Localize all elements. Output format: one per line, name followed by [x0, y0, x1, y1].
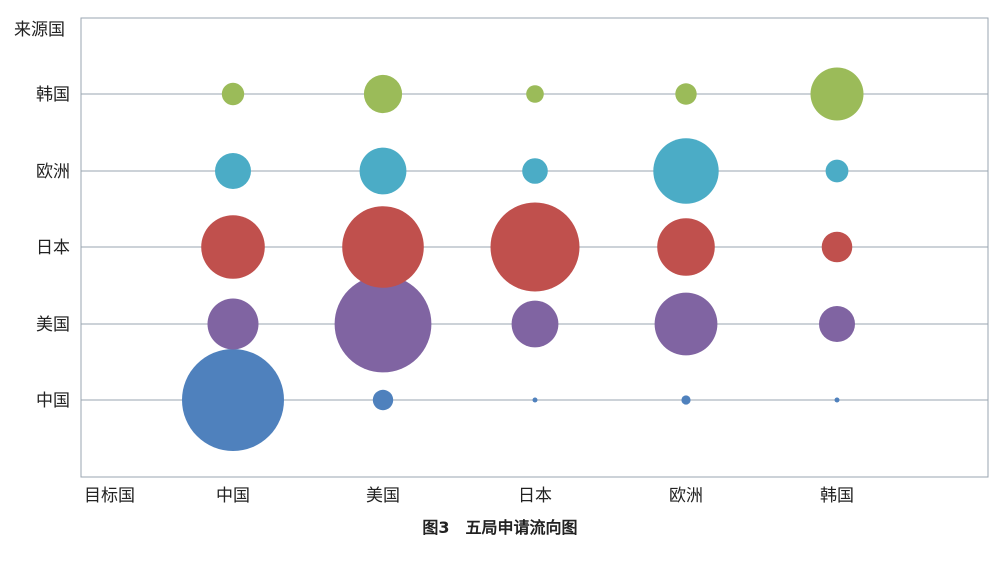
y-axis-title: 来源国 — [14, 20, 65, 40]
bubble-point — [182, 349, 284, 451]
bubble-point — [654, 292, 718, 356]
bubble-point — [372, 389, 394, 411]
bubble-point — [201, 215, 265, 279]
figure-caption: 图3 五局申请流向图 — [422, 518, 578, 537]
bubble-point — [522, 158, 548, 184]
bubble-point — [819, 306, 855, 342]
bubble-point — [821, 231, 853, 263]
y-tick-label: 韩国 — [36, 85, 70, 105]
bubble-point — [810, 67, 864, 121]
y-tick-label: 日本 — [36, 238, 70, 258]
bubbles — [182, 67, 864, 451]
bubble-point — [657, 218, 715, 276]
bubble-point — [675, 83, 697, 105]
x-axis-title: 目标国 — [84, 486, 135, 506]
bubble-point — [334, 275, 432, 373]
bubble-point — [490, 202, 580, 292]
y-tick-label: 美国 — [36, 315, 70, 335]
x-tick-label: 日本 — [518, 486, 552, 506]
bubble-point — [834, 397, 840, 403]
bubble-point — [825, 159, 849, 183]
y-tick-label: 中国 — [36, 391, 70, 411]
bubble-point — [532, 397, 538, 403]
bubble-point — [207, 298, 259, 350]
bubble-point — [363, 74, 403, 114]
bubble-point — [511, 300, 559, 348]
bubble-point — [681, 395, 691, 405]
y-tick-label: 欧洲 — [36, 162, 70, 182]
bubble-point — [221, 82, 245, 106]
x-tick-label: 韩国 — [820, 486, 854, 506]
bubble-point — [526, 85, 544, 103]
x-tick-label: 中国 — [216, 486, 250, 506]
bubble-point — [342, 206, 424, 288]
bubble-point — [359, 147, 407, 195]
bubble-point — [215, 153, 251, 189]
bubble-point — [653, 138, 719, 204]
x-tick-label: 美国 — [366, 486, 400, 506]
x-tick-label: 欧洲 — [669, 486, 703, 506]
